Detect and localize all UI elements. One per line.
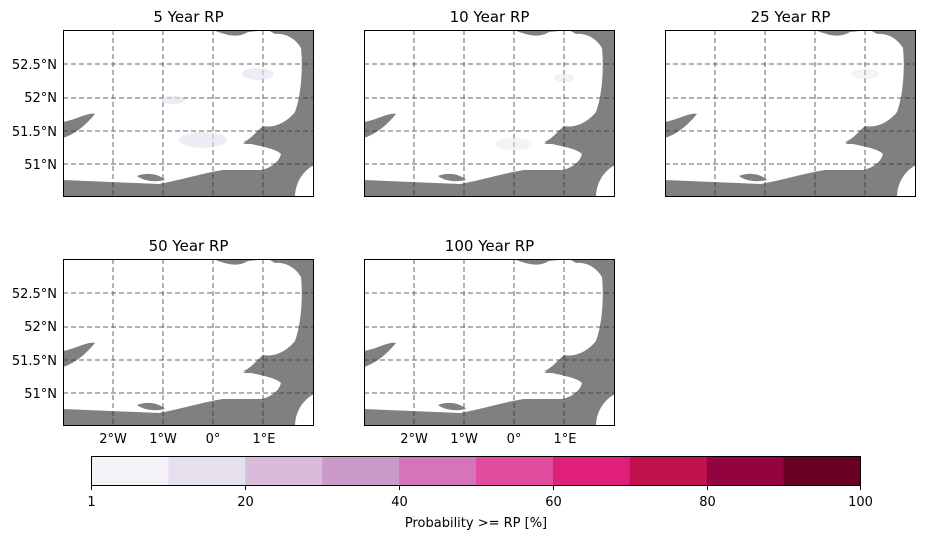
- colorbar-tick-100: 100: [848, 495, 873, 510]
- map-panel-50yr: [62, 258, 315, 427]
- colorbar-tick-60: 60: [545, 495, 562, 510]
- lon-label-1e-p5: 1°E: [554, 432, 577, 447]
- colorbar-swatch: [245, 456, 323, 486]
- map-panel-25yr: [664, 29, 917, 198]
- colorbar-swatch: [168, 456, 246, 486]
- map-panel-10yr: [363, 29, 616, 198]
- colorbar-tick-1: 1: [87, 495, 95, 510]
- lon-label-2w-p5: 2°W: [400, 432, 428, 447]
- lat-label-51-row1: 51°N: [24, 158, 57, 173]
- colorbar: [91, 456, 861, 486]
- lon-label-1w-p4: 1°W: [149, 432, 177, 447]
- colorbar-tick-40: 40: [391, 495, 408, 510]
- panel-title-100yr: 100 Year RP: [445, 237, 534, 255]
- panel-title-5yr: 5 Year RP: [153, 8, 223, 26]
- panel-title-50yr: 50 Year RP: [149, 237, 229, 255]
- colorbar-tick-80: 80: [699, 495, 716, 510]
- colorbar-swatch: [322, 456, 400, 486]
- lat-label-52-row2: 52°N: [24, 320, 57, 335]
- colorbar-tick-20: 20: [237, 495, 254, 510]
- map-panel-100yr: [363, 258, 616, 427]
- colorbar-swatch: [706, 456, 785, 486]
- lon-label-1w-p5: 1°W: [450, 432, 478, 447]
- colorbar-label: Probability >= RP [%]: [405, 516, 547, 531]
- lat-label-51-5-row2: 51.5°N: [12, 354, 57, 369]
- lat-label-51-5-row1: 51.5°N: [12, 125, 57, 140]
- panel-title-10yr: 10 Year RP: [450, 8, 530, 26]
- lat-label-51-row2: 51°N: [24, 387, 57, 402]
- colorbar-swatch: [91, 456, 169, 486]
- panel-title-25yr: 25 Year RP: [751, 8, 831, 26]
- lon-label-0-p5: 0°: [507, 432, 522, 447]
- colorbar-swatch: [476, 456, 554, 486]
- colorbar-swatch: [399, 456, 477, 486]
- lat-label-52-5-row2: 52.5°N: [12, 287, 57, 302]
- lon-label-1e-p4: 1°E: [253, 432, 276, 447]
- colorbar-swatch: [629, 456, 708, 486]
- colorbar-frame: [91, 456, 861, 486]
- lat-label-52-row1: 52°N: [24, 91, 57, 106]
- map-panel-5yr: [62, 29, 315, 198]
- lon-label-0-p4: 0°: [206, 432, 221, 447]
- colorbar-swatch: [552, 456, 631, 486]
- lon-label-2w-p4: 2°W: [99, 432, 127, 447]
- lat-label-52-5-row1: 52.5°N: [12, 58, 57, 73]
- colorbar-swatch: [783, 456, 861, 486]
